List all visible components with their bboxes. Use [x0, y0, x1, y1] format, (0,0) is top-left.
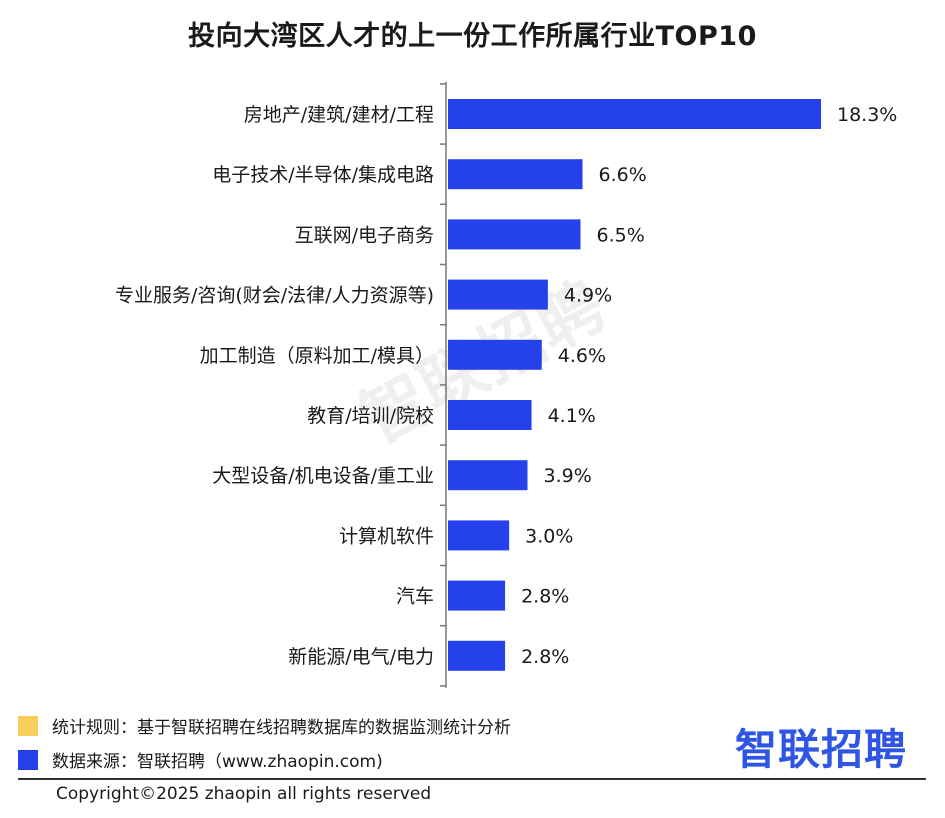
- value-label: 6.6%: [599, 164, 647, 186]
- value-label: 4.6%: [558, 345, 606, 367]
- category-label: 互联网/电子商务: [295, 224, 434, 246]
- legend-rule-text: 统计规则：基于智联招聘在线招聘数据库的数据监测统计分析: [52, 718, 511, 738]
- bar-chart: 房地产/建筑/建材/工程 18.3% 电子技术/半导体/集成电路 6.6% 互联网/电子…: [115, 81, 897, 688]
- value-label: 2.8%: [521, 646, 569, 668]
- zhaopin-logo: 智联招聘: [735, 725, 908, 774]
- value-label: 3.9%: [543, 465, 591, 487]
- value-label: 6.5%: [596, 224, 644, 246]
- bar: [448, 640, 506, 671]
- category-label: 新能源/电气/电力: [288, 646, 434, 668]
- bar: [448, 279, 548, 310]
- legend-rule: 统计规则：基于智联招聘在线招聘数据库的数据监测统计分析: [18, 713, 511, 738]
- copyright: Copyright©2025 zhaopin all rights reserv…: [56, 784, 432, 804]
- bar: [448, 159, 583, 190]
- category-label: 电子技术/半导体/集成电路: [212, 164, 434, 186]
- footer-divider: [18, 778, 926, 780]
- bar: [448, 339, 542, 370]
- bar: [448, 219, 581, 250]
- category-label: 汽车: [396, 586, 434, 608]
- bar: [448, 99, 821, 129]
- category-label: 教育/培训/院校: [307, 405, 434, 427]
- category-label: 计算机软件: [339, 525, 434, 547]
- category-label: 专业服务/咨询(财会/法律/人力资源等): [115, 285, 434, 307]
- bar: [448, 460, 528, 491]
- value-label: 4.9%: [564, 285, 612, 307]
- chart-title: 投向大湾区人才的上一份工作所属行业TOP10: [188, 21, 757, 52]
- legend-swatch-rule: [18, 715, 38, 736]
- bar: [448, 520, 510, 551]
- value-label: 2.8%: [521, 586, 569, 608]
- legend-source: 数据来源：智联招聘（www.zhaopin.com): [18, 747, 383, 772]
- legend-source-text: 数据来源：智联招聘（www.zhaopin.com): [52, 752, 383, 772]
- category-label: 房地产/建筑/建材/工程: [244, 104, 434, 126]
- value-label: 4.1%: [548, 405, 596, 427]
- category-label: 大型设备/机电设备/重工业: [212, 465, 434, 487]
- value-label: 18.3%: [837, 104, 897, 126]
- bar: [448, 580, 506, 611]
- category-label: 加工制造（原料加工/模具）: [200, 345, 434, 367]
- value-label: 3.0%: [525, 525, 573, 547]
- bar: [448, 400, 532, 430]
- legend-swatch-source: [18, 749, 38, 770]
